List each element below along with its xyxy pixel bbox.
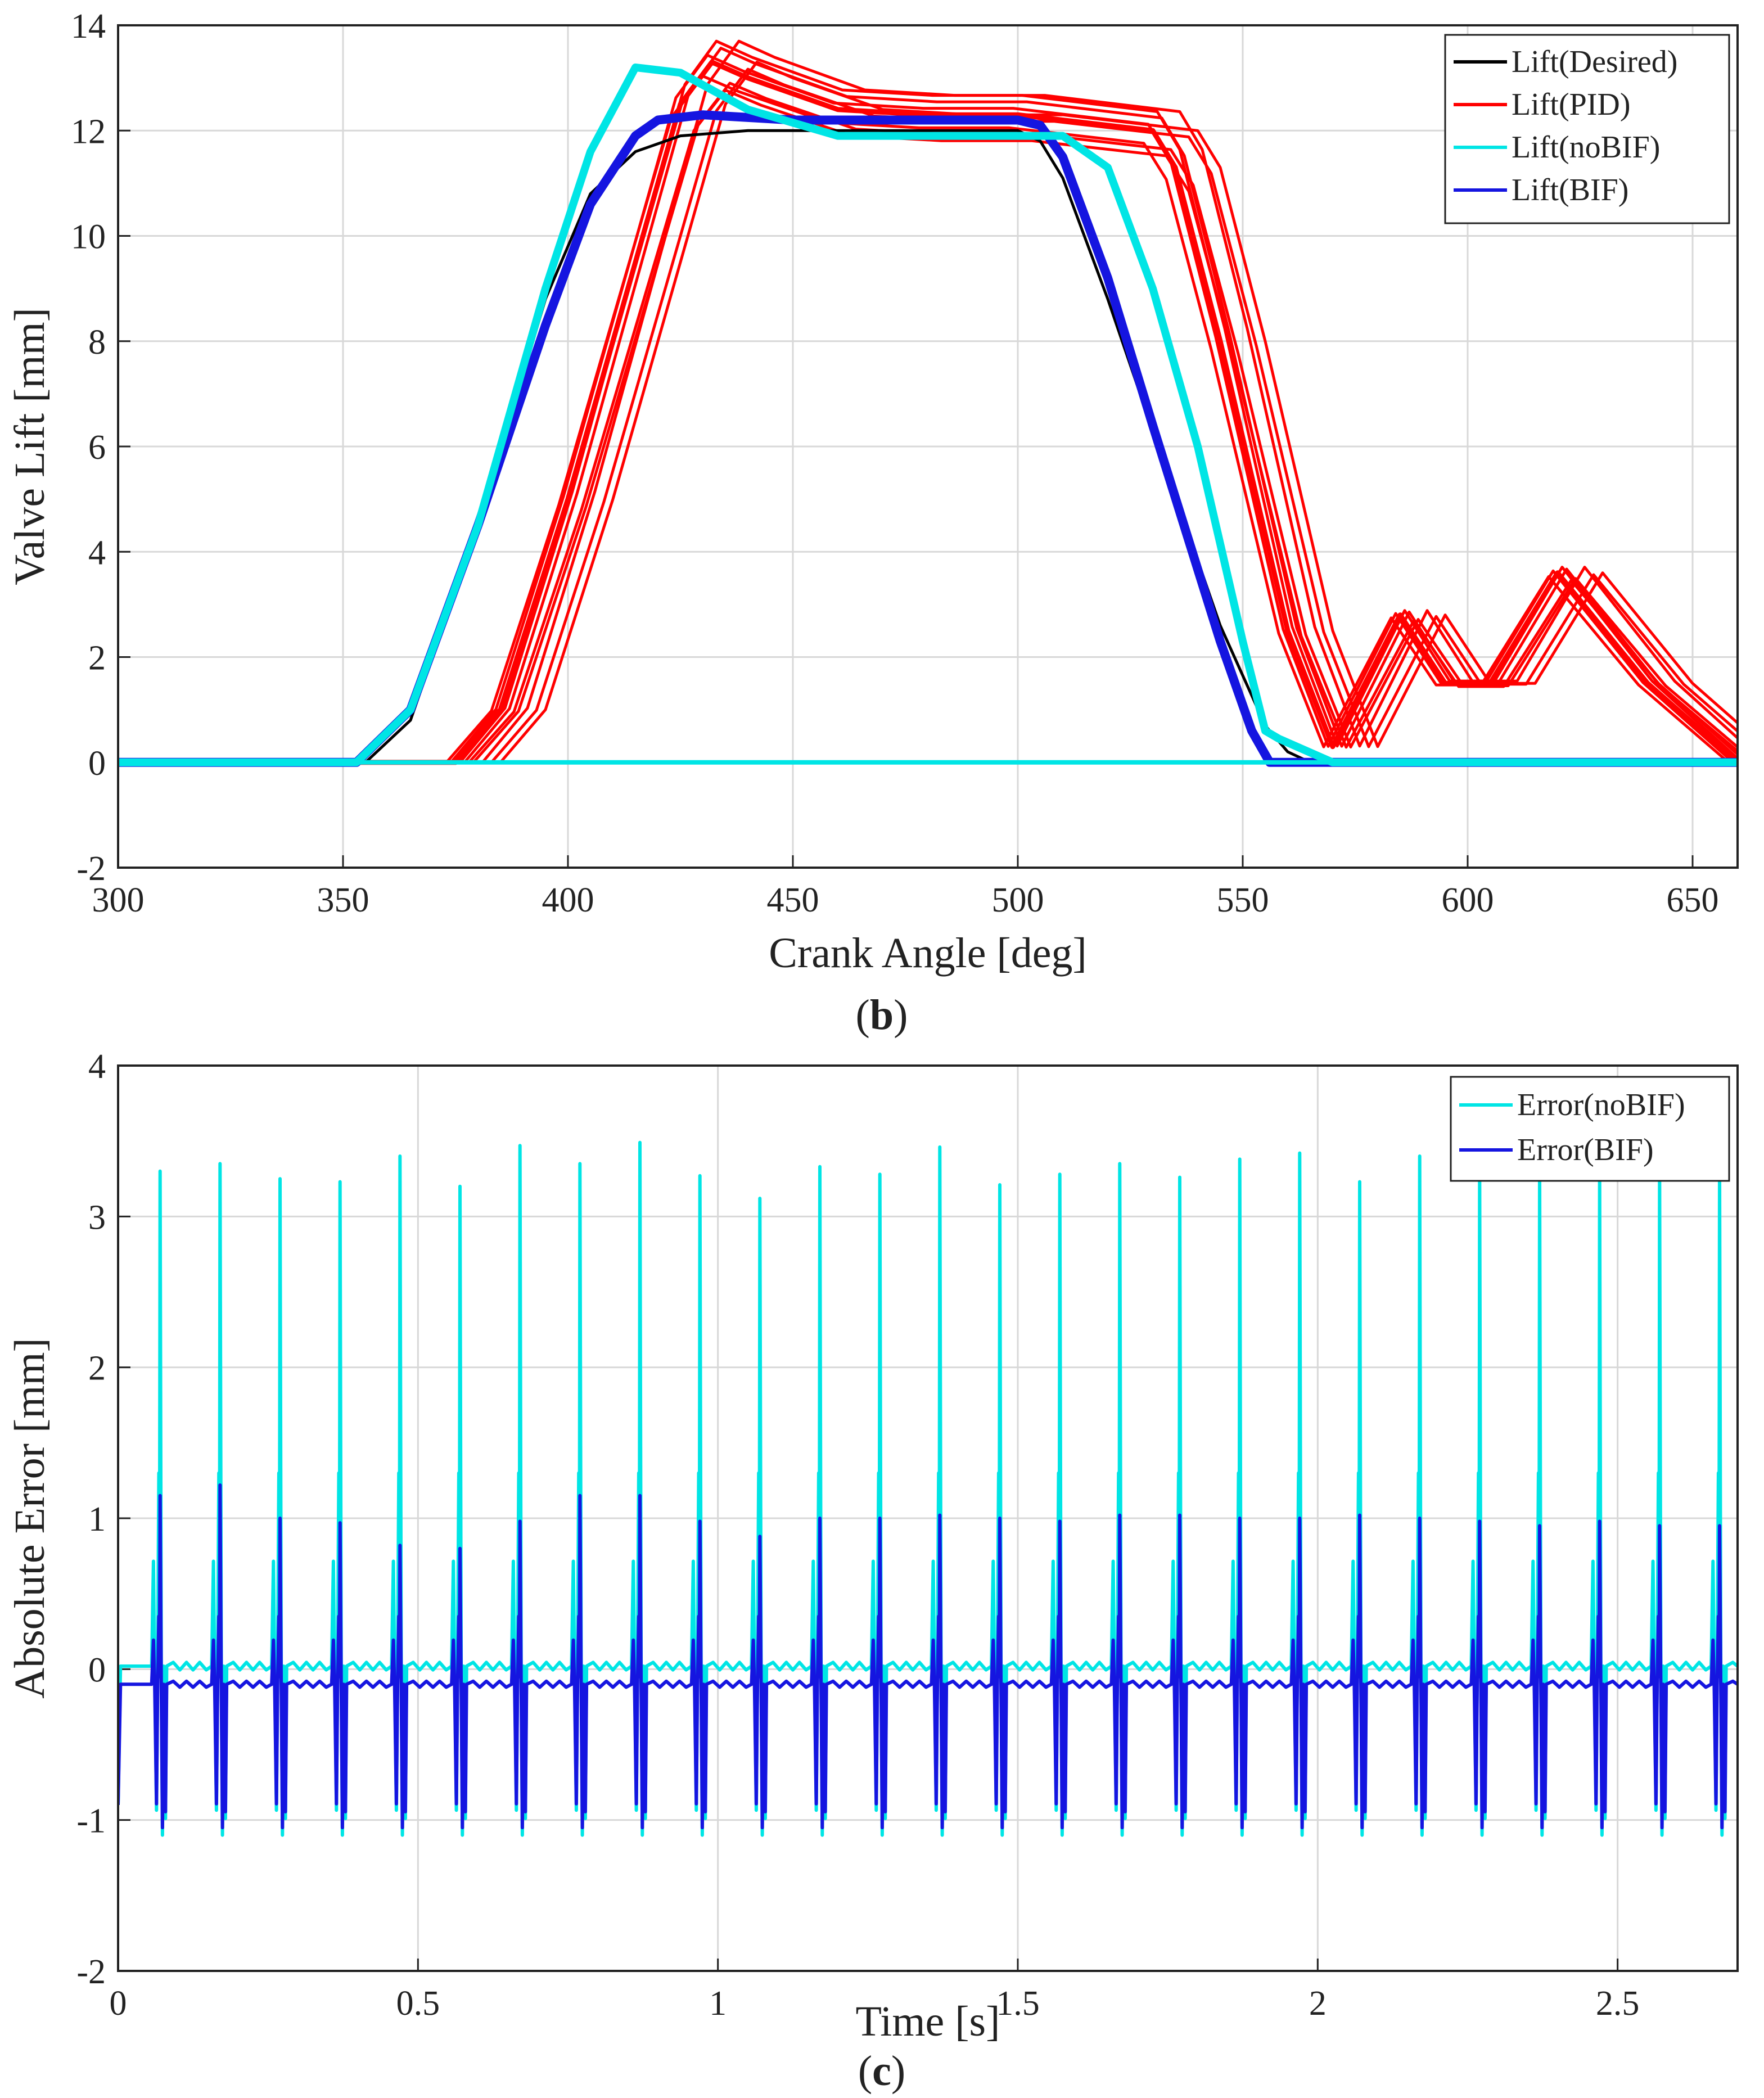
- chart-b-xtick-label: 400: [542, 881, 594, 919]
- chart-c-xtick-label: 2: [1309, 1984, 1327, 2023]
- chart-b-xlabel: Crank Angle [deg]: [769, 930, 1087, 977]
- chart-c-ytick-label: -2: [76, 1953, 106, 1991]
- chart-b-xtick-label: 600: [1442, 881, 1494, 919]
- chart-b-series: [118, 39, 1738, 767]
- chart-b-ytick-label: 10: [71, 218, 106, 256]
- legend-label-nobif: Lift(noBIF): [1512, 130, 1660, 165]
- chart-c-axes-frame: [117, 1064, 1739, 1972]
- chart-b-ytick-label: 0: [88, 745, 106, 783]
- chart-c-series: [118, 1140, 1738, 1837]
- chart-b-ytick-label: 12: [71, 112, 106, 151]
- chart-c-xtick-label: 0: [110, 1984, 127, 2023]
- chart-b-ytick-label: 2: [88, 639, 106, 678]
- chart-c-ytick-label: 2: [88, 1350, 106, 1388]
- chart-c-ytick-label: 0: [88, 1651, 106, 1689]
- legend-label-pid: Lift(PID): [1512, 87, 1631, 122]
- legend-label-bif: Lift(BIF): [1512, 173, 1628, 207]
- legend-label-desired: Lift(Desired): [1512, 44, 1677, 79]
- chart-panel-b: 300 350 400 450 500 550 600 650 -2 0 2 4 6 8 10 12 14 Cr…: [6, 7, 1739, 1039]
- chart-b-ytick-label: 8: [88, 323, 106, 362]
- caption-b-letter: b: [870, 991, 894, 1039]
- series-line-pid: [132, 88, 1738, 764]
- caption-b: (b): [856, 991, 908, 1039]
- chart-c-ticks: 0 0.5 1 1.5 2 2.5 -2 -1 0 1 2 3 4: [76, 1048, 1639, 2023]
- caption-c: (c): [858, 2047, 905, 2095]
- legend-label-error-nobif: Error(noBIF): [1517, 1088, 1685, 1122]
- series-line-error-bif: [118, 1483, 1738, 1830]
- caption-c-letter: c: [872, 2047, 891, 2095]
- chart-c-ytick-label: 4: [88, 1048, 106, 1086]
- chart-c-xtick-label: 0.5: [396, 1984, 440, 2023]
- chart-c-legend: Error(noBIF) Error(BIF): [1450, 1076, 1730, 1182]
- chart-b-axes-frame: [117, 24, 1739, 869]
- chart-b-xtick-label: 300: [92, 881, 145, 919]
- chart-b-ticks: 300 350 400 450 500 550 600 650 -2 0 2 4 6 8 10 12 14: [71, 7, 1719, 919]
- chart-b-legend-box: [1444, 34, 1730, 224]
- chart-panel-c: 0 0.5 1 1.5 2 2.5 -2 -1 0 1 2 3 4 Time [s] Absolute …: [6, 1048, 1739, 2095]
- chart-c-xtick-label: 1: [709, 1984, 727, 2023]
- chart-c-xlabel: Time [s]: [856, 1998, 1000, 2045]
- chart-c-legend-box: [1450, 1076, 1730, 1182]
- chart-b-xtick-label: 500: [992, 881, 1044, 919]
- series-line-pid: [163, 61, 1738, 764]
- series-line-nobif: [118, 63, 1738, 766]
- chart-b-legend: Lift(Desired) Lift(PID) Lift(noBIF) Lift…: [1444, 34, 1730, 224]
- chart-c-xtick-label: 2.5: [1596, 1984, 1640, 2023]
- chart-c-ylabel: Absolute Error [mm]: [6, 1338, 53, 1699]
- chart-b-xtick-label: 350: [317, 881, 369, 919]
- chart-b-ytick-label: -2: [76, 850, 106, 888]
- chart-b-ytick-label: 14: [71, 7, 106, 46]
- series-line-pid: [123, 39, 1738, 764]
- chart-c-ytick-label: 1: [88, 1500, 106, 1538]
- chart-b-ylabel: Valve Lift [mm]: [6, 308, 53, 585]
- legend-label-error-bif: Error(BIF): [1517, 1133, 1654, 1167]
- chart-b-ytick-label: 4: [88, 534, 106, 572]
- chart-c-xtick-label: 1.5: [996, 1984, 1040, 2023]
- chart-b-xtick-label: 650: [1667, 881, 1719, 919]
- chart-c-ytick-label: -1: [76, 1802, 106, 1840]
- chart-b-xtick-label: 550: [1217, 881, 1269, 919]
- chart-c-ytick-label: 3: [88, 1198, 106, 1237]
- chart-b-ytick-label: 6: [88, 428, 106, 467]
- chart-b-xtick-label: 450: [767, 881, 819, 919]
